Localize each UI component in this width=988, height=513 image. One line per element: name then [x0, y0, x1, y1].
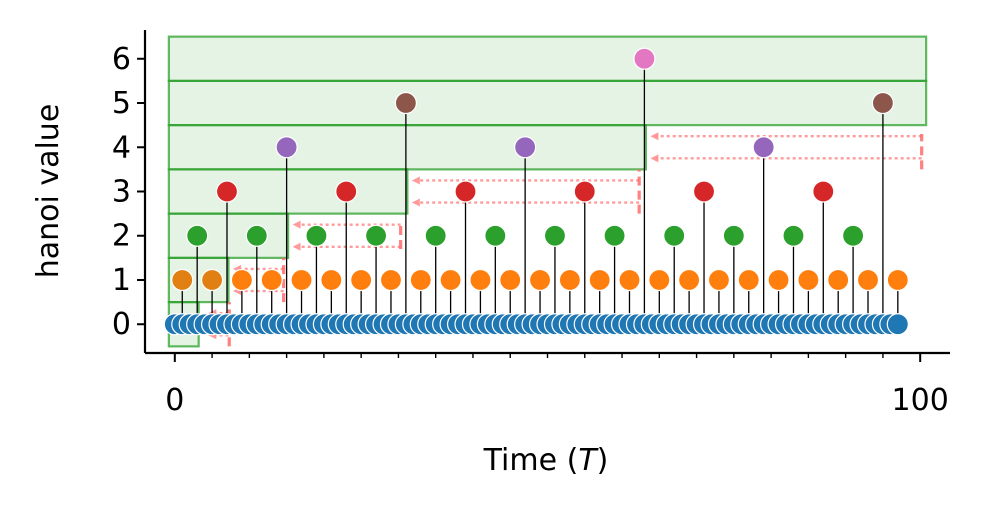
data-point-level-1 — [171, 268, 194, 292]
data-point-level-4 — [514, 136, 537, 159]
data-points — [163, 47, 909, 336]
data-point-level-1 — [200, 268, 224, 292]
data-point-level-2 — [186, 224, 209, 247]
data-point-level-1 — [827, 268, 850, 292]
data-point-level-6 — [633, 47, 656, 70]
data-point-level-2 — [245, 224, 268, 247]
data-point-level-1 — [230, 268, 253, 292]
y-tick-label: 0 — [112, 307, 131, 342]
data-point-level-1 — [648, 268, 671, 292]
data-point-level-4 — [275, 136, 298, 159]
data-point-level-5 — [871, 91, 895, 115]
data-point-level-1 — [678, 268, 701, 292]
x-axis-title-variable: T — [578, 443, 599, 478]
data-point-level-2 — [543, 224, 567, 247]
data-point-level-4 — [752, 136, 775, 159]
data-point-level-1 — [469, 268, 492, 292]
level-boxes — [167, 35, 928, 348]
data-point-level-5 — [394, 91, 417, 115]
data-point-level-1 — [737, 268, 760, 292]
y-tick-label: 5 — [112, 86, 131, 121]
y-axis-title: hanoi value — [31, 104, 66, 279]
data-point-level-1 — [558, 268, 581, 292]
data-point-level-1 — [290, 268, 313, 292]
stems — [181, 58, 899, 325]
y-tick-label: 6 — [112, 42, 131, 77]
data-point-level-1 — [588, 268, 611, 292]
data-point-level-1 — [379, 268, 403, 292]
y-tick-label: 4 — [112, 130, 131, 165]
data-point-level-2 — [722, 224, 745, 247]
data-point-level-3 — [335, 180, 358, 203]
dotted-arrow — [411, 176, 640, 185]
data-point-level-3 — [812, 180, 835, 203]
data-point-level-2 — [364, 224, 388, 247]
data-point-level-1 — [409, 268, 432, 292]
x-axis-title-end: ) — [597, 443, 609, 478]
data-point-level-1 — [767, 268, 790, 292]
data-point-level-2 — [484, 224, 507, 247]
data-point-level-0 — [886, 313, 909, 336]
data-point-level-1 — [439, 268, 462, 292]
data-point-level-2 — [603, 224, 626, 247]
level-box — [167, 79, 928, 127]
level-box — [167, 124, 647, 171]
x-tick-label: 100 — [892, 383, 949, 418]
data-point-level-3 — [454, 180, 477, 203]
data-point-level-1 — [886, 268, 909, 292]
x-ticks: 0 100 — [165, 353, 949, 418]
data-point-level-1 — [260, 268, 283, 292]
data-point-level-1 — [350, 268, 373, 292]
dotted-arrow — [411, 198, 640, 207]
x-axis-title: Time (T) — [483, 443, 609, 478]
data-point-level-1 — [856, 268, 880, 292]
data-point-level-2 — [424, 224, 447, 247]
data-point-level-1 — [797, 268, 820, 292]
data-point-level-1 — [320, 268, 343, 292]
level-box — [167, 168, 409, 215]
data-point-level-2 — [305, 224, 328, 247]
data-point-level-1 — [499, 268, 522, 292]
data-point-level-2 — [782, 224, 805, 247]
data-point-level-2 — [842, 224, 865, 247]
dotted-arrow — [650, 154, 922, 163]
data-point-level-1 — [618, 268, 641, 292]
y-tick-label: 2 — [112, 219, 131, 254]
y-ticks: 0 1 2 3 4 5 6 — [112, 42, 145, 342]
data-point-level-1 — [707, 268, 731, 292]
data-point-level-1 — [528, 268, 552, 292]
x-tick-label: 0 — [165, 383, 184, 418]
data-point-level-2 — [663, 224, 686, 247]
level-box — [167, 35, 928, 82]
dotted-arrow — [650, 132, 922, 141]
data-point-level-3 — [573, 180, 596, 203]
data-point-level-3 — [215, 180, 239, 203]
x-axis-title-main: Time ( — [483, 443, 579, 478]
data-point-level-3 — [692, 180, 716, 203]
y-tick-label: 1 — [112, 263, 131, 298]
y-tick-label: 3 — [112, 175, 131, 210]
